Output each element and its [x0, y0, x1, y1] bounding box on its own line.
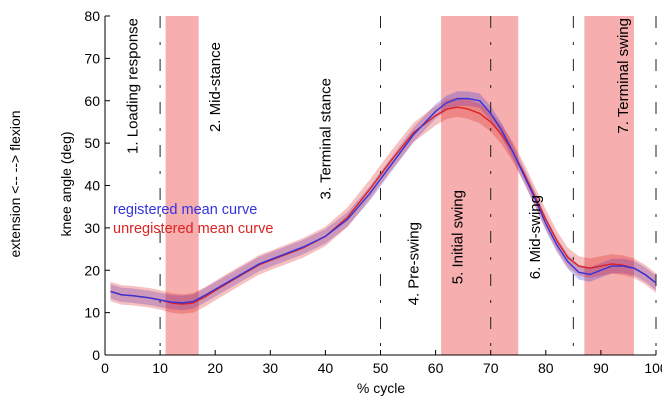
y-tick-label-40: 40 — [84, 178, 100, 194]
y-tick-label-70: 70 — [84, 50, 100, 66]
x-tick-label-60: 60 — [428, 360, 444, 376]
mean-curves — [110, 97, 657, 305]
x-tick-label-10: 10 — [152, 360, 168, 376]
phase-label-1: 1. Loading response — [125, 18, 142, 154]
y-tick-label-80: 80 — [84, 8, 100, 24]
phase-label-3: 3. Terminal stance — [317, 78, 334, 199]
x-tick-label-30: 30 — [263, 360, 279, 376]
x-tick-label-20: 20 — [207, 360, 223, 376]
y-tick-label-0: 0 — [92, 347, 100, 363]
y-tick-label-60: 60 — [84, 93, 100, 109]
x-tick-label-50: 50 — [373, 360, 389, 376]
legend: registered mean curve unregistered mean c… — [113, 202, 273, 237]
x-axis-label: % cycle — [357, 380, 405, 396]
phase-label-5: 5. Initial swing — [450, 190, 467, 284]
x-tick-label-40: 40 — [318, 360, 334, 376]
y-tick-label-10: 10 — [84, 305, 100, 321]
y-tick-label-50: 50 — [84, 135, 100, 151]
phase-label-4: 4. Pre-swing — [406, 222, 423, 305]
band-series-2 — [110, 97, 656, 314]
x-tick-label-80: 80 — [538, 360, 554, 376]
legend-entry-2: unregistered mean curve — [113, 221, 273, 237]
shaded-region-3 — [584, 16, 634, 355]
shaded-region-1 — [165, 16, 199, 355]
axes: 0 10 20 30 40 50 60 70 80 0 10 20 30 40 50 60 70 80 90 100 — [84, 8, 662, 376]
phase-label-2: 2. Mid-stance — [207, 42, 224, 132]
phase-label-7: 7. Terminal swing — [615, 18, 632, 134]
phase-labels: 1. Loading response 2. Mid-stance 3. Termi… — [125, 18, 632, 305]
confidence-bands — [110, 91, 656, 314]
y-axis-label: knee angle (deg) — [58, 131, 74, 236]
legend-entry-1: registered mean curve — [113, 202, 257, 218]
phase-shaded-regions — [165, 16, 634, 355]
mean-curve-2 — [110, 106, 657, 305]
phase-label-6: 6. Mid-swing — [527, 195, 544, 279]
x-tick-label-100: 100 — [644, 360, 662, 376]
mean-curve-1 — [110, 97, 657, 304]
x-tick-label-0: 0 — [101, 360, 109, 376]
y-tick-label-30: 30 — [84, 220, 100, 236]
y-tick-label-20: 20 — [84, 262, 100, 278]
shaded-region-2 — [441, 16, 519, 355]
x-tick-label-70: 70 — [483, 360, 499, 376]
x-tick-label-90: 90 — [593, 360, 609, 376]
flexion-extension-label: extension <-- --> flexion — [7, 110, 23, 257]
